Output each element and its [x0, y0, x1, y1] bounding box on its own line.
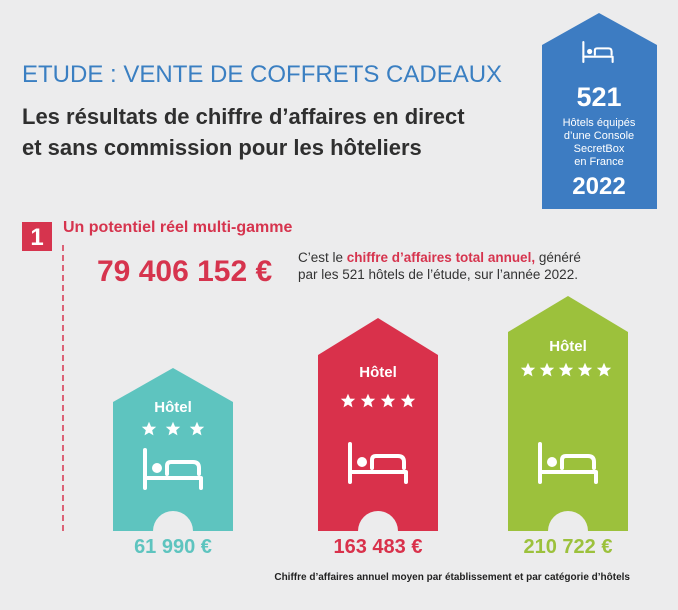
description-suffix: généré — [535, 250, 581, 265]
badge-line: Hôtels équipés — [563, 117, 636, 129]
description-prefix: C’est le — [298, 250, 347, 265]
hotel-label: Hôtel — [359, 364, 397, 381]
subtitle-line: Les résultats de chiffre d’affaires en d… — [22, 104, 465, 129]
hotel-house — [508, 296, 628, 531]
badge-line: d’une Console — [564, 130, 634, 142]
hotel-door — [153, 511, 193, 531]
hotel-door — [548, 511, 588, 531]
badge-line: SecretBox — [574, 143, 625, 155]
badge-year: 2022 — [572, 173, 625, 200]
hotel-house — [318, 318, 438, 531]
hotel-door — [358, 511, 398, 531]
section-title: Un potentiel réel multi-gamme — [63, 219, 292, 236]
description-line: par les 521 hôtels de l’étude, sur l’ann… — [298, 267, 578, 282]
badge-count: 521 — [576, 82, 621, 112]
hotel-label: Hôtel — [549, 338, 587, 355]
description-highlight: chiffre d’affaires total annuel, — [347, 250, 535, 265]
hotel-label: Hôtel — [154, 399, 192, 416]
hotel-value: 163 483 € — [334, 536, 423, 558]
hotel-value: 210 722 € — [524, 536, 613, 558]
description-line: C’est le chiffre d’affaires total annuel… — [298, 250, 581, 265]
title: ETUDE : VENTE DE COFFRETS CADEAUX — [22, 61, 502, 88]
total-revenue: 79 406 152 € — [97, 255, 272, 288]
hotel-house — [113, 368, 233, 531]
hotel-value: 61 990 € — [134, 536, 212, 558]
section-number-box — [22, 222, 52, 251]
badge-house — [542, 13, 657, 209]
subtitle-line: et sans commission pour les hôteliers — [22, 135, 422, 160]
footnote: Chiffre d’affaires annuel moyen par étab… — [274, 572, 630, 583]
badge-line: en France — [574, 156, 624, 168]
section-number: 1 — [30, 224, 43, 251]
